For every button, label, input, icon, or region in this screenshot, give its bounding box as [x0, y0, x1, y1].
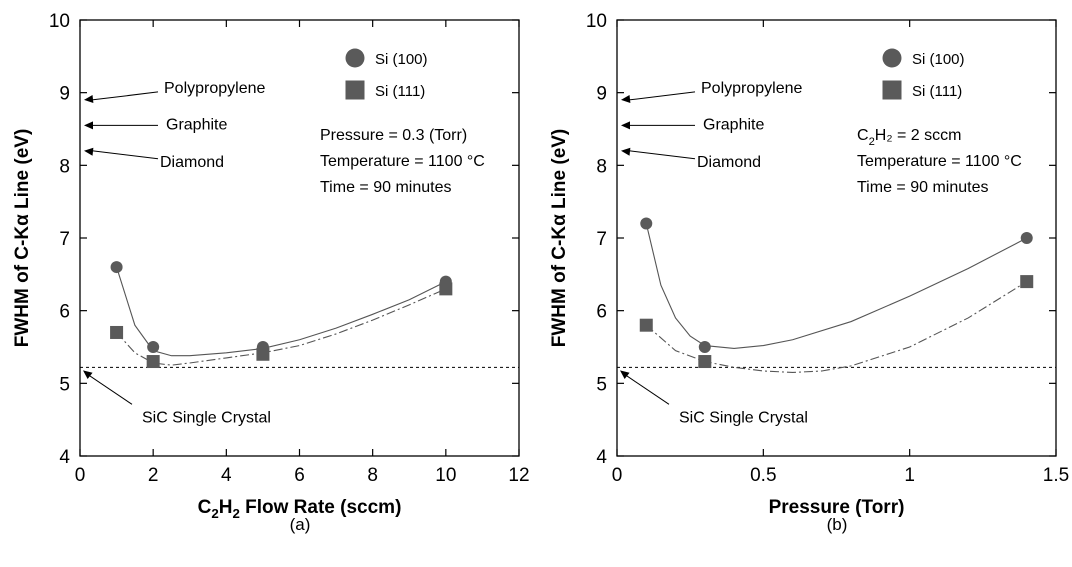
legend-marker-square [882, 80, 902, 100]
x-tick-label: 10 [435, 465, 456, 486]
y-tick-label: 5 [596, 374, 607, 395]
x-tick-label: 2 [148, 465, 159, 486]
sic-arrow-head [620, 370, 630, 380]
sic-arrow-line [625, 374, 670, 405]
y-tick-label: 7 [59, 229, 70, 250]
chart-panel-b: 4 5 6 7 8 9 10 0 0.5 1 1.5 Pressure (Torr) FWHM of C… [549, 11, 1069, 534]
data-point-si111 [110, 325, 124, 339]
x-tick-label: 8 [367, 465, 378, 486]
y-tick-label: 9 [596, 84, 607, 105]
legend-marker-circle [882, 48, 902, 68]
chart-panel-a: 4 5 6 7 8 9 10 0 2 4 6 8 10 12 C2H2 Flow Rate (sccm) FW… [12, 11, 530, 534]
reference-label-diamond: Diamond [160, 154, 224, 171]
reference-arrow-head [621, 147, 631, 156]
x-tick-label: 0.5 [750, 465, 776, 486]
y-tick-label: 4 [596, 447, 607, 468]
data-point-si100 [698, 341, 711, 353]
y-tick-label: 4 [59, 447, 70, 468]
fit-curve-circle [116, 266, 447, 357]
legend-label: Si (100) [375, 51, 428, 68]
sic-arrow-line [88, 374, 133, 405]
reference-arrow-head [621, 94, 631, 103]
legend-marker-square [345, 80, 365, 100]
panel-caption: (a) [290, 515, 311, 534]
reference-arrow-line [628, 150, 696, 160]
x-tick-label: 0 [612, 465, 623, 486]
y-axis-title: FWHM of C-Kα Line (eV) [12, 129, 33, 348]
condition-text: Temperature = 1100 °C [320, 153, 485, 170]
plot-frame [616, 19, 1057, 457]
sic-arrow-head [83, 370, 93, 380]
y-tick-label: 8 [59, 156, 70, 177]
x-axis-title: Pressure (Torr) [769, 497, 905, 518]
reference-arrow-line [91, 150, 159, 160]
condition-text: Time = 90 minutes [857, 179, 988, 196]
reference-arrow-head [84, 121, 93, 130]
x-tick-label: 4 [221, 465, 232, 486]
panel-caption: (b) [827, 515, 848, 534]
data-point-si111 [439, 282, 453, 296]
data-point-si111 [639, 318, 653, 332]
data-point-si111 [698, 355, 712, 369]
fit-curve-circle [645, 223, 1027, 350]
sic-label: SiC Single Crystal [142, 409, 271, 426]
reference-label-graphite: Graphite [703, 116, 764, 133]
data-point-si111 [256, 347, 270, 361]
x-tick-label: 0 [75, 465, 86, 486]
fit-curve-square [116, 288, 447, 366]
reference-label-diamond: Diamond [697, 154, 761, 171]
reference-arrow-head [84, 147, 94, 156]
legend-label: Si (111) [375, 83, 425, 100]
condition-text: Temperature = 1100 °C [857, 153, 1022, 170]
data-point-si100 [110, 261, 123, 274]
y-tick-label: 9 [59, 84, 70, 105]
y-tick-label: 6 [596, 302, 607, 323]
condition-text: Time = 90 minutes [320, 179, 451, 196]
y-tick-label: 8 [596, 156, 607, 177]
legend-label: Si (100) [912, 51, 965, 68]
condition-text: Pressure = 0.3 (Torr) [320, 127, 467, 144]
x-tick-label: 6 [294, 465, 305, 486]
data-point-si100 [147, 341, 160, 353]
condition-text: C2H₂ = 2 sccm [857, 127, 961, 148]
y-axis-title: FWHM of C-Kα Line (eV) [549, 129, 570, 348]
legend-label: Si (111) [912, 83, 962, 100]
data-point-si100 [640, 217, 653, 230]
x-axis-title: C2H2 Flow Rate (sccm) [198, 497, 402, 521]
reference-arrow-line [628, 91, 696, 101]
data-point-si111 [146, 355, 160, 369]
reference-arrow-head [84, 94, 94, 103]
reference-arrow-line [91, 91, 159, 101]
y-tick-label: 10 [49, 11, 70, 32]
y-tick-label: 10 [586, 11, 607, 32]
x-tick-label: 12 [508, 465, 529, 486]
y-tick-label: 6 [59, 302, 70, 323]
reference-label-graphite: Graphite [166, 116, 227, 133]
data-point-si100 [1020, 232, 1033, 244]
legend-marker-circle [345, 48, 365, 68]
y-tick-label: 7 [596, 229, 607, 250]
y-tick-label: 5 [59, 374, 70, 395]
x-tick-label: 1 [904, 465, 915, 486]
fit-curve-square [645, 281, 1028, 373]
reference-label-polypropylene: Polypropylene [164, 80, 266, 97]
reference-label-polypropylene: Polypropylene [701, 80, 803, 97]
data-point-si111 [1020, 275, 1034, 289]
plot-frame [79, 19, 520, 457]
reference-arrow-head [621, 121, 630, 130]
x-tick-label: 1.5 [1043, 465, 1069, 486]
sic-label: SiC Single Crystal [679, 409, 808, 426]
